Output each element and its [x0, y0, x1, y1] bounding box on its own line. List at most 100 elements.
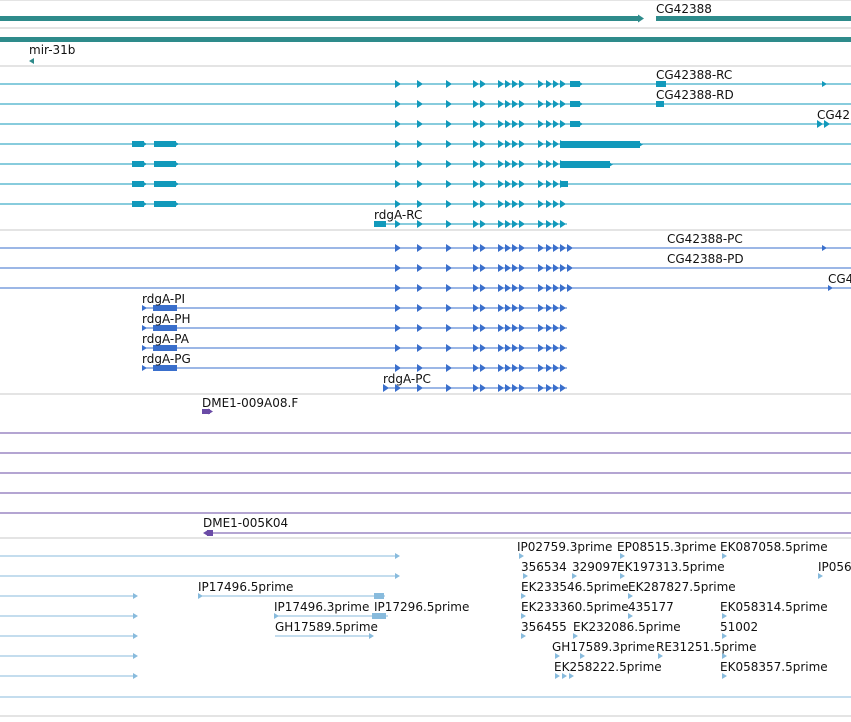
strand-arrow [174, 201, 179, 207]
strand-arrow [480, 100, 486, 108]
strand-arrow [722, 673, 727, 679]
clone-label-dme1-009a08f[interactable]: DME1-009A08.F [202, 396, 299, 410]
strand-arrow [142, 181, 147, 187]
strand-arrow [553, 364, 559, 372]
strand-arrow [519, 80, 525, 88]
strand-arrow [498, 120, 504, 128]
strand-arrow [638, 141, 643, 148]
transcript-label-cg42[interactable]: CG42 [817, 108, 850, 122]
strand-arrow [174, 181, 179, 187]
strand-arrow [560, 384, 566, 392]
transcript-label-rdga-rc[interactable]: rdgA-RC [374, 208, 423, 222]
strand-arrow [174, 161, 179, 167]
transcript-label-cg42388-rd[interactable]: CG42388-RD [656, 88, 734, 102]
strand-arrow [553, 220, 559, 228]
strand-arrow [198, 593, 203, 599]
strand-arrow [498, 220, 504, 228]
est-label-ek058314[interactable]: EK058314.5prime [720, 600, 828, 614]
strand-arrow [572, 573, 577, 579]
strand-arrow [519, 160, 525, 168]
strand-arrow [573, 633, 578, 639]
est-label-ip17496-3[interactable]: IP17496.3prime [274, 600, 370, 614]
strand-arrow [505, 120, 511, 128]
strand-arrow [395, 284, 401, 292]
est-label-ek197313[interactable]: EK197313.5prime [617, 560, 725, 574]
est-label-gh17589-3[interactable]: GH17589.3prime [552, 640, 655, 654]
exon-block [374, 221, 386, 227]
est-label-ip056[interactable]: IP056 [818, 560, 851, 574]
exon-block [132, 181, 144, 187]
strand-arrow [142, 161, 147, 167]
strand-arrow [446, 264, 452, 272]
est-label-435177[interactable]: 435177 [628, 600, 674, 614]
est-label-ek258222[interactable]: EK258222.5prime [554, 660, 662, 674]
strand-arrow [505, 284, 511, 292]
strand-arrow [519, 264, 525, 272]
gene-label-mir31b[interactable]: mir-31b [29, 43, 76, 57]
exon-block [656, 81, 666, 87]
strand-arrow [553, 244, 559, 252]
est-label-re31251[interactable]: RE31251.5prime [656, 640, 757, 654]
est-label-51002[interactable]: 51002 [720, 620, 759, 634]
strand-arrow [560, 244, 566, 252]
strand-arrow [417, 284, 423, 292]
strand-arrow [722, 553, 727, 559]
strand-arrow [395, 364, 401, 372]
est-label-329097[interactable]: 329097 [572, 560, 618, 574]
est-label-ip02759[interactable]: IP02759.3prime [517, 540, 613, 554]
est-label-ip17496-5[interactable]: IP17496.5prime [198, 580, 294, 594]
exon-block [153, 365, 177, 371]
est-label-356455[interactable]: 356455 [521, 620, 567, 634]
strand-arrow [519, 220, 525, 228]
strand-arrow [567, 264, 573, 272]
strand-arrow [562, 673, 567, 679]
protein-label-rdga-pa[interactable]: rdgA-PA [142, 332, 189, 346]
protein-label-cg42388-pc[interactable]: CG42388-PC [667, 232, 743, 246]
est-label-ep08515[interactable]: EP08515.3prime [617, 540, 717, 554]
exon-block [560, 181, 568, 187]
strand-arrow [473, 244, 479, 252]
protein-label-rdga-pc[interactable]: rdgA-PC [383, 372, 431, 386]
est-label-ek233360[interactable]: EK233360.5prime [521, 600, 629, 614]
strand-arrow [480, 324, 486, 332]
protein-label-rdga-pi[interactable]: rdgA-PI [142, 292, 186, 306]
strand-arrow [395, 80, 401, 88]
est-label-ip17296[interactable]: IP17296.5prime [374, 600, 470, 614]
strand-arrow [480, 304, 486, 312]
strand-arrow [505, 140, 511, 148]
gene-label-cg42388[interactable]: CG42388 [656, 2, 712, 16]
est-label-ek058357[interactable]: EK058357.5prime [720, 660, 828, 674]
exon-block [560, 141, 640, 148]
transcript-label-cg42388-rc[interactable]: CG42388-RC [656, 68, 733, 82]
strand-arrow [546, 160, 552, 168]
strand-arrow [446, 384, 452, 392]
strand-arrow [546, 244, 552, 252]
est-label-356534[interactable]: 356534 [521, 560, 567, 574]
est-label-ek087058[interactable]: EK087058.5prime [720, 540, 828, 554]
strand-arrow [505, 220, 511, 228]
strand-arrow [446, 304, 452, 312]
protein-label-rdga-pg[interactable]: rdgA-PG [142, 352, 191, 366]
strand-arrow [512, 304, 518, 312]
est-label-ek232086[interactable]: EK232086.5prime [573, 620, 681, 634]
strand-arrow [395, 304, 401, 312]
strand-arrow [512, 180, 518, 188]
est-label-gh17589-5[interactable]: GH17589.5prime [275, 620, 378, 634]
protein-label-cg4[interactable]: CG4 [828, 272, 851, 286]
strand-arrow [446, 120, 452, 128]
strand-arrow [512, 264, 518, 272]
protein-label-rdga-ph[interactable]: rdgA-PH [142, 312, 191, 326]
est-label-ek287827[interactable]: EK287827.5prime [628, 580, 736, 594]
strand-arrow [620, 553, 625, 559]
strand-arrow [560, 80, 566, 88]
est-label-ek233546[interactable]: EK233546.5prime [521, 580, 629, 594]
clone-label-dme1-005k04[interactable]: DME1-005K04 [203, 516, 289, 530]
strand-arrow [498, 304, 504, 312]
strand-arrow [133, 653, 138, 659]
protein-label-cg42388-pd[interactable]: CG42388-PD [667, 252, 744, 266]
strand-arrow [395, 100, 401, 108]
exon-block [560, 161, 610, 168]
strand-arrow [498, 200, 504, 208]
exon-block [154, 181, 176, 187]
